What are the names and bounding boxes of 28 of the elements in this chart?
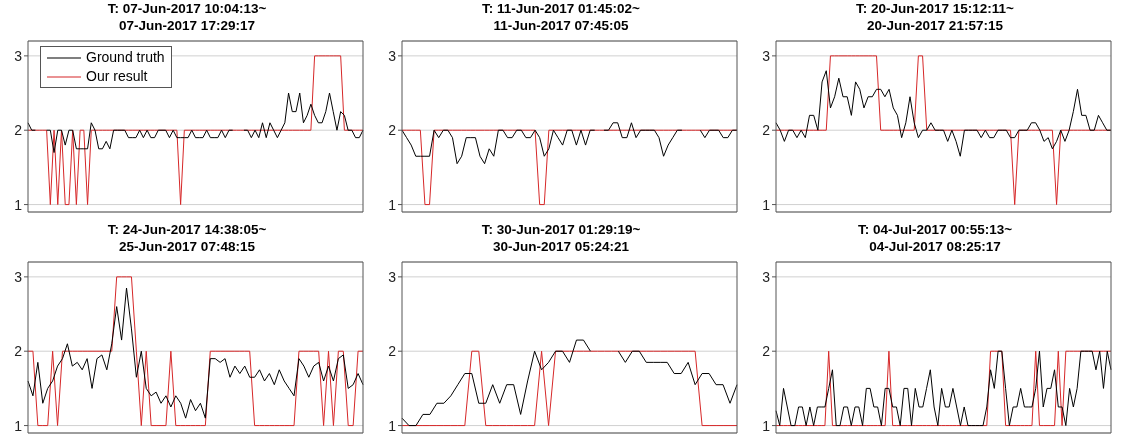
y-tick-label: 1 <box>762 196 771 213</box>
y-tick-label: 3 <box>388 47 397 64</box>
chart-title: T: 04-Jul-2017 00:55:13~ 04-Jul-2017 08:25:17 <box>856 220 1014 255</box>
y-tick-label: 2 <box>14 342 23 359</box>
chart-title: T: 20-Jun-2017 15:12:11~ 20-Jun-2017 21:57:15 <box>855 0 1015 34</box>
y-tick-label: 3 <box>14 268 23 285</box>
y-tick-label: 3 <box>14 47 23 64</box>
line-series <box>775 350 1112 426</box>
chart-title: T: 07-Jun-2017 10:04:13~ 07-Jun-2017 17:29:17 <box>106 0 268 34</box>
chart-title: T: 11-Jun-2017 01:45:02~ 11-Jun-2017 07:45:05 <box>481 0 641 34</box>
chart-title: T: 30-Jun-2017 01:29:19~ 30-Jun-2017 05:24:21 <box>480 220 642 255</box>
y-tick-label: 1 <box>14 196 23 213</box>
legend-label: Our result <box>86 67 148 86</box>
y-tick-label: 1 <box>388 196 397 213</box>
y-tick-label: 1 <box>762 417 771 434</box>
y-tick-label: 2 <box>762 122 771 139</box>
y-tick-label: 3 <box>388 268 397 285</box>
y-tick-label: 2 <box>762 342 771 359</box>
legend-label: Ground truth <box>86 48 165 67</box>
y-tick-label: 1 <box>388 417 397 434</box>
y-tick-label: 2 <box>388 122 397 139</box>
y-tick-label: 3 <box>762 268 771 285</box>
y-tick-label: 1 <box>14 417 23 434</box>
line-series <box>775 70 1112 157</box>
y-tick-label: 2 <box>14 122 23 139</box>
y-tick-label: 3 <box>762 47 771 64</box>
chart-title: T: 24-Jun-2017 14:38:05~ 25-Jun-2017 07:48:15 <box>106 220 268 255</box>
y-tick-label: 2 <box>388 342 397 359</box>
